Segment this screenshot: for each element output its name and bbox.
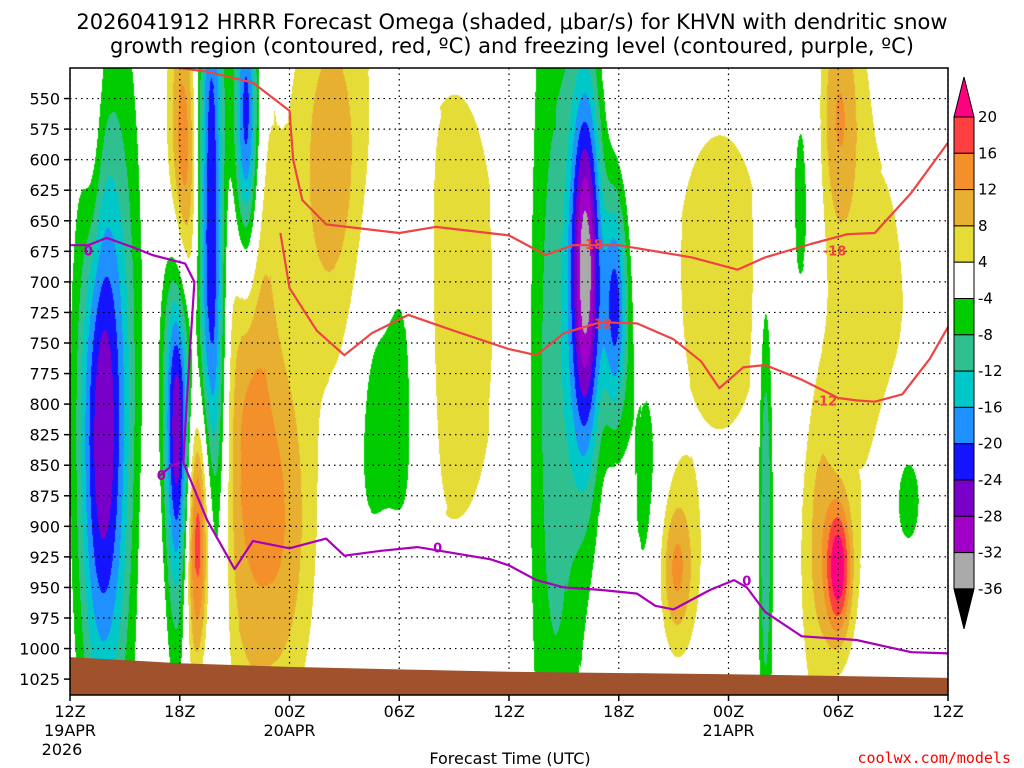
colorbar-segment [953, 116, 975, 154]
colorbar-label: 4 [978, 253, 988, 271]
colorbar-segment [953, 552, 975, 590]
colorbar-label: 8 [978, 217, 988, 235]
plot-area: -18 -12 0 0 0 0 -18 -12 [69, 67, 949, 696]
colorbar-label: -8 [978, 326, 993, 344]
x-tick-label: 00Z [713, 702, 744, 721]
x-tick-label: 00Z [274, 702, 305, 721]
y-tick-label: 550 [29, 90, 60, 109]
y-tick-label: 975 [29, 609, 60, 628]
colorbar-label: -12 [978, 362, 1003, 380]
contour-label-freezing-level-upper: 0 [157, 469, 166, 484]
contour-label: 0 [433, 541, 442, 556]
contour-freezing-level-upper [157, 461, 181, 479]
contour-label-dgz-minus12: -12 [589, 318, 613, 333]
colorbar-bottom-arrow [953, 588, 975, 630]
colorbar-label: -16 [978, 398, 1003, 416]
y-tick-label: 600 [29, 151, 60, 170]
colorbar-top-arrow [953, 76, 975, 118]
y-tick-label: 800 [29, 395, 60, 414]
colorbar-segment [953, 189, 975, 227]
colorbar-label: -36 [978, 580, 1003, 598]
y-tick-label: 825 [29, 426, 60, 445]
colorbar-label: -32 [978, 544, 1003, 562]
colorbar: 20 16 12 8 4 -4 -8 -12 -16 -20 -24 -28 -32 -36 [953, 76, 1003, 630]
contour-label: -18 [823, 244, 847, 259]
colorbar-label: -20 [978, 435, 1003, 453]
y-tick-label: 875 [29, 487, 60, 506]
credit-text: coolwx.com/models [857, 749, 1011, 767]
x-tick-label: 06Z [384, 702, 415, 721]
colorbar-segment [953, 443, 975, 481]
x-tick-label: 18Z [603, 702, 634, 721]
contour-label-dgz-minus18: -18 [580, 238, 604, 253]
colorbar-segment [953, 298, 975, 336]
colorbar-label: 16 [978, 144, 997, 162]
colorbar-segment [953, 370, 975, 408]
colorbar-label: -24 [978, 471, 1003, 489]
chart-title-line-1: 2026041912 HRRR Forecast Omega (shaded, … [76, 10, 947, 34]
y-tick-label: 750 [29, 334, 60, 353]
y-tick-label: 1000 [19, 640, 60, 659]
contour-dgz-minus18 [179, 68, 948, 271]
y-tick-label: 900 [29, 517, 60, 536]
contour-dgz-minus12 [279, 232, 948, 403]
y-tick-label: 575 [29, 120, 60, 139]
x-tick-date: 20APR [263, 721, 315, 740]
x-tick-date: 19APR [44, 721, 96, 740]
y-tick-label: 775 [29, 365, 60, 384]
y-tick-label: 850 [29, 456, 60, 475]
colorbar-segment [953, 152, 975, 191]
colorbar-label: -28 [978, 507, 1003, 525]
y-tick-label: 700 [29, 273, 60, 292]
colorbar-label: -4 [978, 290, 993, 308]
x-tick-label: 12Z [493, 702, 524, 721]
x-tick-date: 21APR [702, 721, 754, 740]
contour-freezing-level [70, 236, 948, 655]
terrain-fill [70, 657, 948, 695]
colorbar-segment [953, 225, 975, 263]
colorbar-label: 20 [978, 108, 997, 126]
y-tick-label: 950 [29, 578, 60, 597]
x-tick-year: 2026 [42, 740, 83, 759]
colorbar-segment [953, 479, 975, 517]
contour-label-freezing-level: 0 [84, 244, 93, 259]
y-tick-label: 625 [29, 181, 60, 200]
x-tick-label: 06Z [823, 702, 854, 721]
colorbar-segment [953, 406, 975, 445]
contour-label: 0 [742, 574, 751, 589]
contour-lines: -18 -12 0 0 0 0 -18 -12 [70, 68, 948, 655]
x-axis-label: Forecast Time (UTC) [429, 749, 590, 768]
y-tick-label: 675 [29, 242, 60, 261]
colorbar-segment [953, 261, 975, 300]
y-tick-label: 1025 [19, 670, 60, 689]
y-tick-label: 725 [29, 303, 60, 322]
chart-title-line-2: growth region (contoured, red, ºC) and f… [110, 34, 914, 58]
colorbar-segment [953, 515, 975, 554]
y-tick-label: 650 [29, 212, 60, 231]
x-tick-label: 12Z [54, 702, 85, 721]
colorbar-label: 12 [978, 181, 997, 199]
colorbar-segment [953, 334, 975, 372]
x-tick-label: 18Z [164, 702, 195, 721]
y-axis-ticks: 550 575 600 625 650 675 700 725 750 775 800 825 850 8… [19, 90, 70, 689]
x-tick-label: 12Z [932, 702, 963, 721]
contour-label: -12 [814, 395, 838, 410]
y-tick-label: 925 [29, 548, 60, 567]
